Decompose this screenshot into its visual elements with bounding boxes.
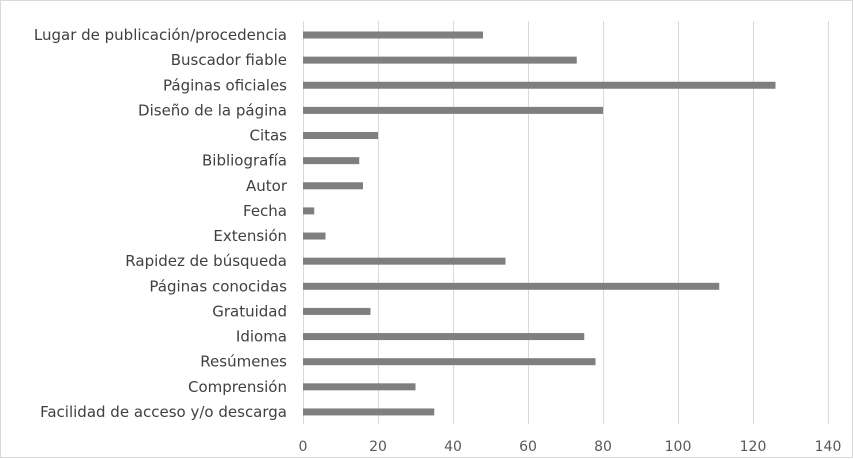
x-tick-label: 60 xyxy=(519,439,537,455)
bar xyxy=(303,282,720,290)
category-label: Gratuidad xyxy=(212,302,287,320)
bar xyxy=(303,31,483,39)
x-tick-label: 120 xyxy=(740,439,767,455)
bar xyxy=(303,182,363,190)
bar xyxy=(303,307,371,315)
category-label: Autor xyxy=(246,177,288,195)
category-label: Páginas oficiales xyxy=(163,76,287,94)
bar xyxy=(303,383,416,391)
bar xyxy=(303,232,326,240)
category-label: Páginas conocidas xyxy=(149,277,287,295)
bar xyxy=(303,132,378,140)
category-label: Buscador fiable xyxy=(171,51,287,69)
category-label: Bibliografía xyxy=(202,152,287,170)
bar xyxy=(303,257,506,265)
category-label: Comprensión xyxy=(188,378,287,396)
category-label: Fecha xyxy=(243,202,287,220)
category-label: Resúmenes xyxy=(200,353,287,371)
category-label: Citas xyxy=(249,127,287,145)
bar xyxy=(303,333,585,341)
category-label: Lugar de publicación/procedencia xyxy=(34,26,287,44)
category-label: Facilidad de acceso y/o descarga xyxy=(40,403,287,421)
x-tick-label: 80 xyxy=(594,439,612,455)
x-tick-label: 100 xyxy=(665,439,692,455)
bar xyxy=(303,157,360,165)
category-label: Diseño de la página xyxy=(138,101,287,119)
x-tick-label: 140 xyxy=(815,439,842,455)
bar xyxy=(303,56,577,64)
category-label: Extensión xyxy=(213,227,287,245)
category-label: Idioma xyxy=(236,328,287,346)
bar xyxy=(303,408,435,416)
x-tick-label: 0 xyxy=(299,439,308,455)
x-tick-labels: 0 20 40 60 80 100 120 140 xyxy=(299,439,842,455)
category-labels: Lugar de publicación/procedencia Buscador… xyxy=(34,26,288,421)
category-label: Rapidez de búsqueda xyxy=(125,252,287,270)
x-tick-label: 40 xyxy=(444,439,462,455)
bar xyxy=(303,207,315,215)
bars xyxy=(303,31,776,416)
x-tick-label: 20 xyxy=(369,439,387,455)
bar xyxy=(303,81,776,89)
bar xyxy=(303,358,596,366)
bar xyxy=(303,106,603,114)
